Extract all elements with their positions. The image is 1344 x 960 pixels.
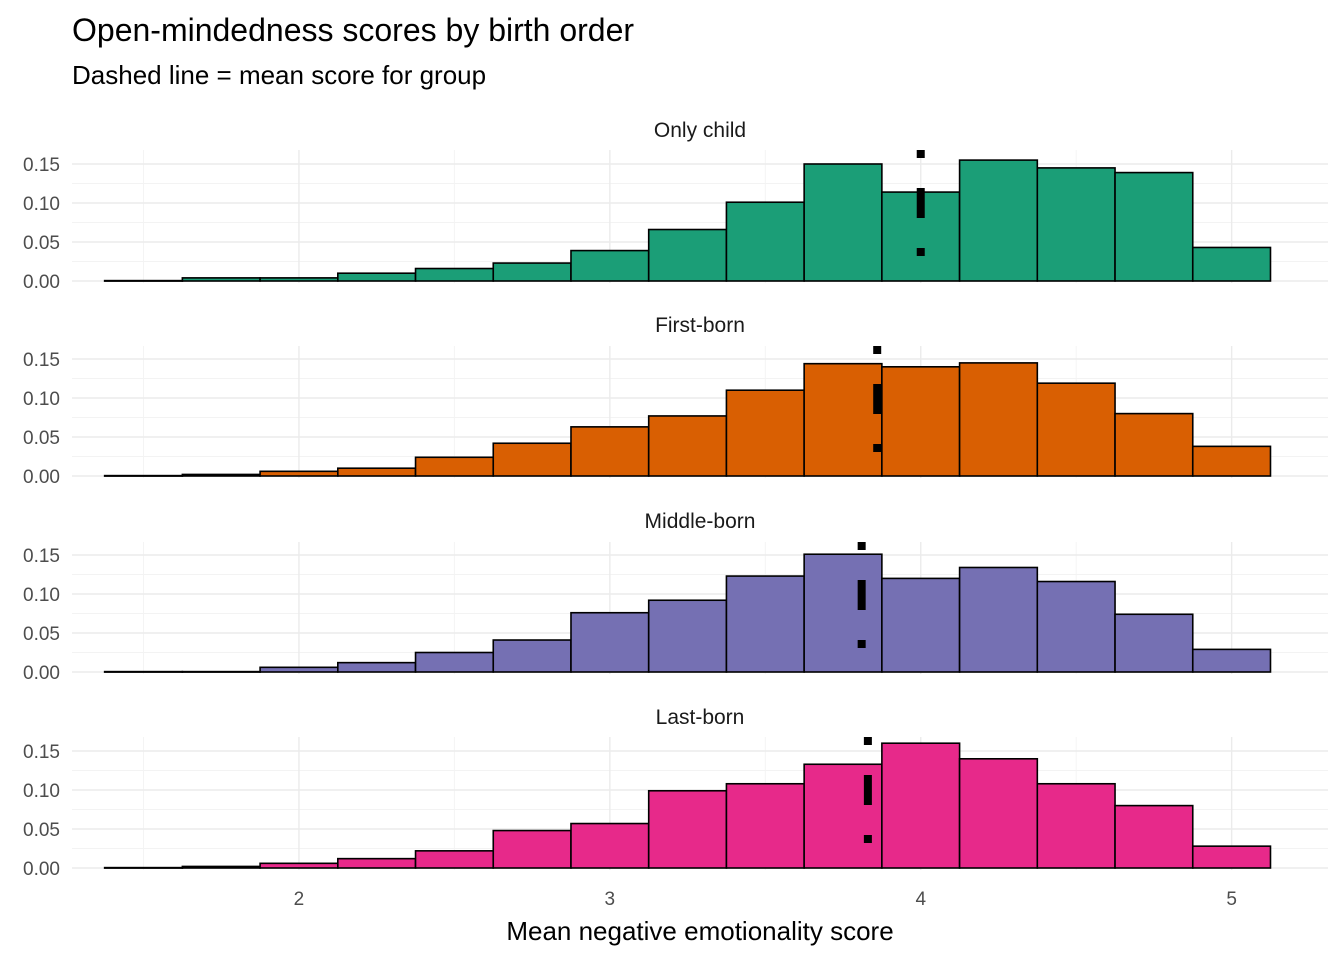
histogram-bar — [181, 473, 261, 477]
histogram-bar — [1191, 845, 1272, 869]
histogram-bar — [259, 470, 339, 477]
histogram-bar — [725, 575, 805, 673]
chart-title: Open-mindedness scores by birth order — [72, 12, 634, 48]
histogram-bar — [958, 159, 1039, 282]
histogram-bar — [570, 611, 650, 673]
histogram-bar — [103, 279, 184, 282]
y-tick-label: 0.05 — [23, 233, 60, 254]
y-tick-label: 0.00 — [23, 663, 60, 684]
y-tick-label: 0.15 — [23, 546, 60, 567]
histogram-bar — [803, 553, 883, 673]
histogram-bar — [181, 865, 261, 869]
y-tick-label: 0.05 — [23, 820, 60, 841]
histogram-bar — [725, 389, 805, 477]
facet-strip-label: First-born — [655, 314, 745, 337]
x-tick-label: 4 — [915, 889, 926, 910]
histogram-bar — [1114, 613, 1194, 673]
histogram-bar — [1114, 412, 1194, 477]
facet-strip-label: Only child — [654, 119, 746, 142]
histogram-bar — [958, 757, 1039, 869]
histogram-bar — [259, 862, 339, 869]
histogram-bar — [1191, 445, 1272, 477]
x-tick-label: 2 — [294, 889, 305, 910]
histogram-bar — [492, 829, 572, 869]
histogram-bar — [881, 742, 961, 869]
histogram-bar — [103, 670, 184, 673]
histogram-bar — [881, 365, 961, 477]
histogram-bar — [1036, 580, 1116, 673]
histogram-bar — [1114, 804, 1194, 869]
histogram-bar — [570, 426, 650, 477]
histogram-bar — [414, 456, 495, 477]
histogram-bar — [647, 415, 728, 477]
facet-panels: Only child 0.00 0.05 0.10 0.15 First-born 0.00… — [23, 119, 1328, 880]
histogram-bar — [1114, 171, 1194, 282]
histogram-bar — [103, 474, 184, 477]
histogram-bar — [337, 857, 417, 869]
y-tick-label: 0.15 — [23, 155, 60, 176]
x-axis-label: Mean negative emotionality score — [506, 916, 893, 946]
histogram-bar — [414, 850, 495, 869]
y-tick-label: 0.10 — [23, 389, 60, 410]
histogram-bar — [725, 782, 805, 869]
histogram-bar — [414, 267, 495, 282]
histogram-bar — [570, 249, 650, 282]
histogram-bar — [725, 201, 805, 282]
y-tick-label: 0.15 — [23, 742, 60, 763]
facet-strip-label: Middle-born — [645, 510, 756, 533]
histogram-bar — [337, 272, 417, 282]
histogram-bar — [492, 639, 572, 673]
x-tick-label: 3 — [605, 889, 616, 910]
facet-strip-label: Last-born — [656, 706, 745, 729]
y-tick-label: 0.15 — [23, 350, 60, 371]
histogram-bar — [181, 670, 261, 673]
histogram-bar — [803, 362, 883, 477]
histogram-bar — [881, 577, 961, 673]
histogram-bar — [1191, 648, 1272, 673]
y-tick-label: 0.10 — [23, 781, 60, 802]
y-tick-label: 0.00 — [23, 272, 60, 293]
histogram-bar — [647, 228, 728, 282]
histogram-bar — [259, 277, 339, 282]
histogram-bar — [958, 362, 1039, 477]
facet-panel-middle-born: Middle-born 0.00 0.05 0.10 0.15 — [23, 510, 1328, 684]
histogram-bar — [337, 661, 417, 673]
chart-subtitle: Dashed line = mean score for group — [72, 60, 486, 90]
histogram-bar — [570, 822, 650, 869]
histogram-bar — [492, 262, 572, 282]
y-tick-label: 0.05 — [23, 624, 60, 645]
y-tick-label: 0.00 — [23, 467, 60, 488]
y-tick-label: 0.05 — [23, 428, 60, 449]
y-tick-label: 0.10 — [23, 194, 60, 215]
histogram-bar — [1036, 167, 1116, 282]
histogram-bar — [414, 651, 495, 673]
facet-panel-first-born: First-born 0.00 0.05 0.10 0.15 — [23, 314, 1328, 488]
histogram-bar — [1191, 246, 1272, 282]
histogram-bar — [958, 566, 1039, 673]
histogram-bar — [103, 866, 184, 869]
histogram-bar — [803, 163, 883, 282]
x-tick-label: 5 — [1226, 889, 1237, 910]
histogram-bar — [492, 442, 572, 477]
histogram-bar — [1036, 782, 1116, 869]
y-tick-label: 0.10 — [23, 585, 60, 606]
histogram-bar — [1036, 382, 1116, 477]
histogram-bar — [259, 666, 339, 673]
y-tick-label: 0.00 — [23, 859, 60, 880]
histogram-bar — [647, 599, 728, 673]
histogram-bar — [337, 467, 417, 477]
facet-panel-last-born: Last-born 0.00 0.05 0.10 0.15 — [23, 706, 1328, 880]
facet-panel-only-child: Only child 0.00 0.05 0.10 0.15 — [23, 119, 1328, 293]
histogram-bar — [181, 277, 261, 282]
histogram-bar — [647, 789, 728, 869]
x-axis: 2 3 4 5 — [294, 889, 1237, 910]
